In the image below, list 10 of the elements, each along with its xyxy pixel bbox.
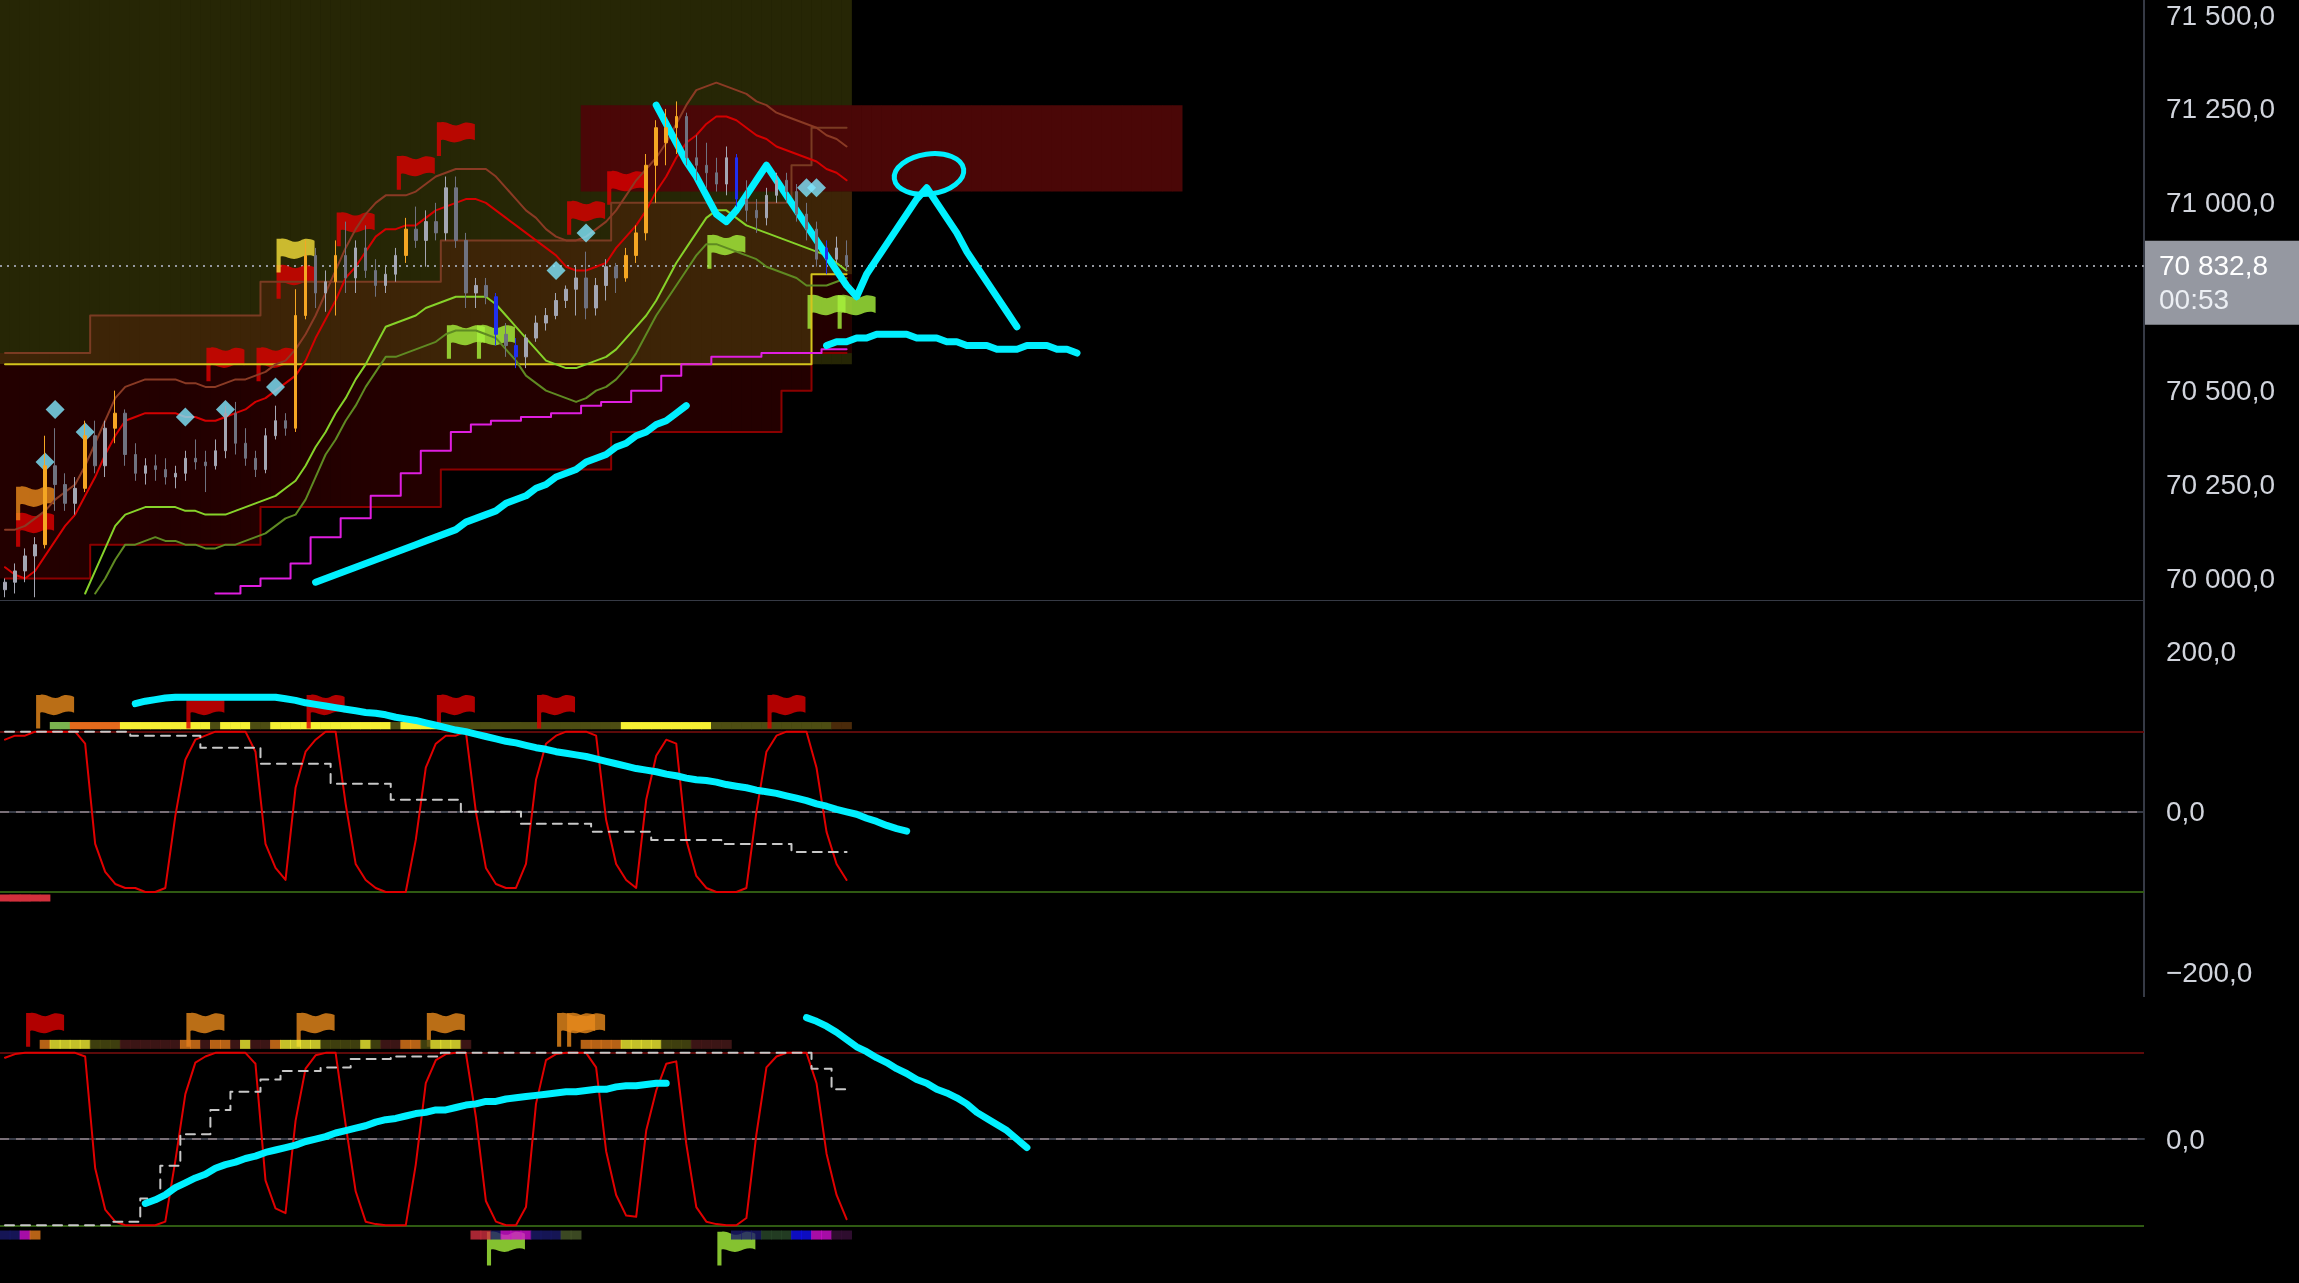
y-tick-label: −200,0 [2166, 956, 2253, 988]
y-tick-label: 71 500,0 [2166, 0, 2275, 31]
ref-line-label: 70 832,8 00:53 [2159, 250, 2268, 316]
y-tick-label: 70 250,0 [2166, 469, 2275, 501]
y-tick-label: 70 500,0 [2166, 375, 2275, 407]
y-tick-label: 0,0 [2166, 796, 2205, 828]
y-tick-label: 200,0 [2166, 636, 2237, 667]
y-tick-label: 71 000,0 [2166, 187, 2275, 219]
y-tick-label: 70 000,0 [2166, 562, 2275, 594]
y-tick-label: 71 250,0 [2166, 93, 2275, 125]
